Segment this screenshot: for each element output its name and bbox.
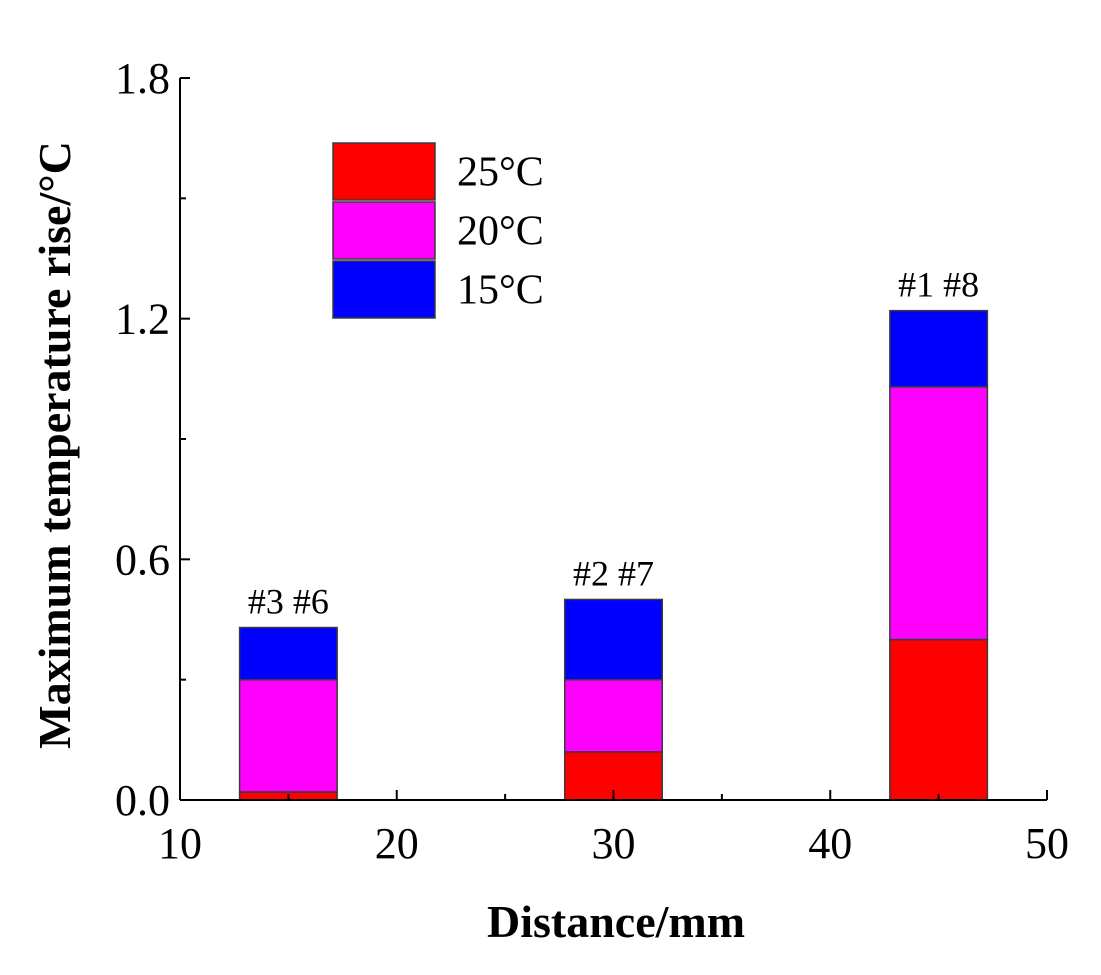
y-tick-label: 0.6: [115, 535, 170, 584]
bar-segment-2-3: [563, 598, 664, 681]
legend-swatch-3: [332, 260, 436, 319]
x-tick-label: 10: [158, 819, 202, 868]
bar-label-3: #1 #8: [898, 265, 979, 305]
y-tick-label: 1.2: [115, 295, 170, 344]
bars-group: [238, 309, 989, 801]
y-tick-label: 1.8: [115, 54, 170, 103]
x-tick-label: 40: [808, 819, 852, 868]
legend-label-3: 15°C: [457, 268, 544, 314]
bar-segment-3-2: [889, 386, 989, 641]
x-tick-label: 50: [1025, 819, 1069, 868]
y-tick-label: 0.0: [115, 776, 170, 825]
bar-segment-2-2: [563, 678, 664, 753]
bar-label-1: #3 #6: [248, 582, 329, 622]
bar-labels-group: #3 #6 #2 #7 #1 #8: [248, 265, 979, 622]
bar-segment-3-1: [889, 638, 989, 801]
bar-segment-3-3: [889, 309, 989, 388]
bar-segment-1-2: [238, 678, 338, 793]
x-tick-label: 20: [375, 819, 419, 868]
legend-label-1: 25°C: [457, 150, 544, 196]
tick-labels-group: 10 20 30 40 50 0.0 0.6 1.2 1.8: [115, 54, 1069, 868]
x-tick-label: 30: [592, 819, 636, 868]
legend-swatch-1: [332, 142, 436, 201]
bar-label-2: #2 #7: [573, 553, 654, 593]
legend-label-2: 20°C: [457, 209, 544, 255]
x-axis-title: Distance/mm: [487, 896, 745, 947]
legend: 25°C 20°C 15°C: [332, 142, 544, 319]
y-axis-title: Maximum temperature rise/°C: [29, 141, 80, 749]
bar-segment-1-3: [238, 626, 338, 681]
ticks-group: [179, 77, 1048, 801]
legend-swatch-2: [332, 201, 436, 260]
